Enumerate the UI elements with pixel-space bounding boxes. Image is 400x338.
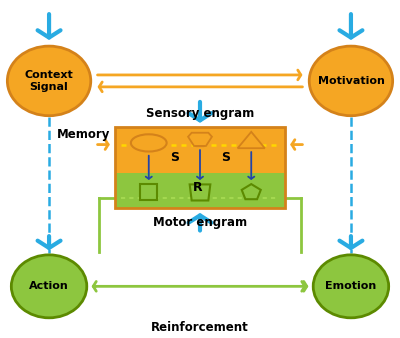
Text: Motivation: Motivation xyxy=(318,76,384,86)
Circle shape xyxy=(309,46,393,116)
Text: S: S xyxy=(170,150,179,164)
Text: Memory: Memory xyxy=(57,128,111,141)
Bar xyxy=(140,185,157,200)
Circle shape xyxy=(7,46,91,116)
Circle shape xyxy=(313,255,389,318)
Circle shape xyxy=(11,255,87,318)
Text: Context
Signal: Context Signal xyxy=(25,70,74,92)
Polygon shape xyxy=(190,185,210,200)
Text: Reinforcement: Reinforcement xyxy=(151,321,249,334)
Text: Motor engram: Motor engram xyxy=(153,216,247,229)
Bar xyxy=(114,127,286,173)
Bar xyxy=(114,127,286,209)
Text: R: R xyxy=(193,181,203,194)
Text: Action: Action xyxy=(29,281,69,291)
Polygon shape xyxy=(188,133,212,146)
Text: Sensory engram: Sensory engram xyxy=(146,107,254,120)
Text: S: S xyxy=(221,150,230,164)
Ellipse shape xyxy=(131,134,167,151)
Polygon shape xyxy=(238,132,265,148)
Bar xyxy=(114,173,286,209)
Polygon shape xyxy=(242,184,261,199)
Text: Emotion: Emotion xyxy=(325,281,376,291)
